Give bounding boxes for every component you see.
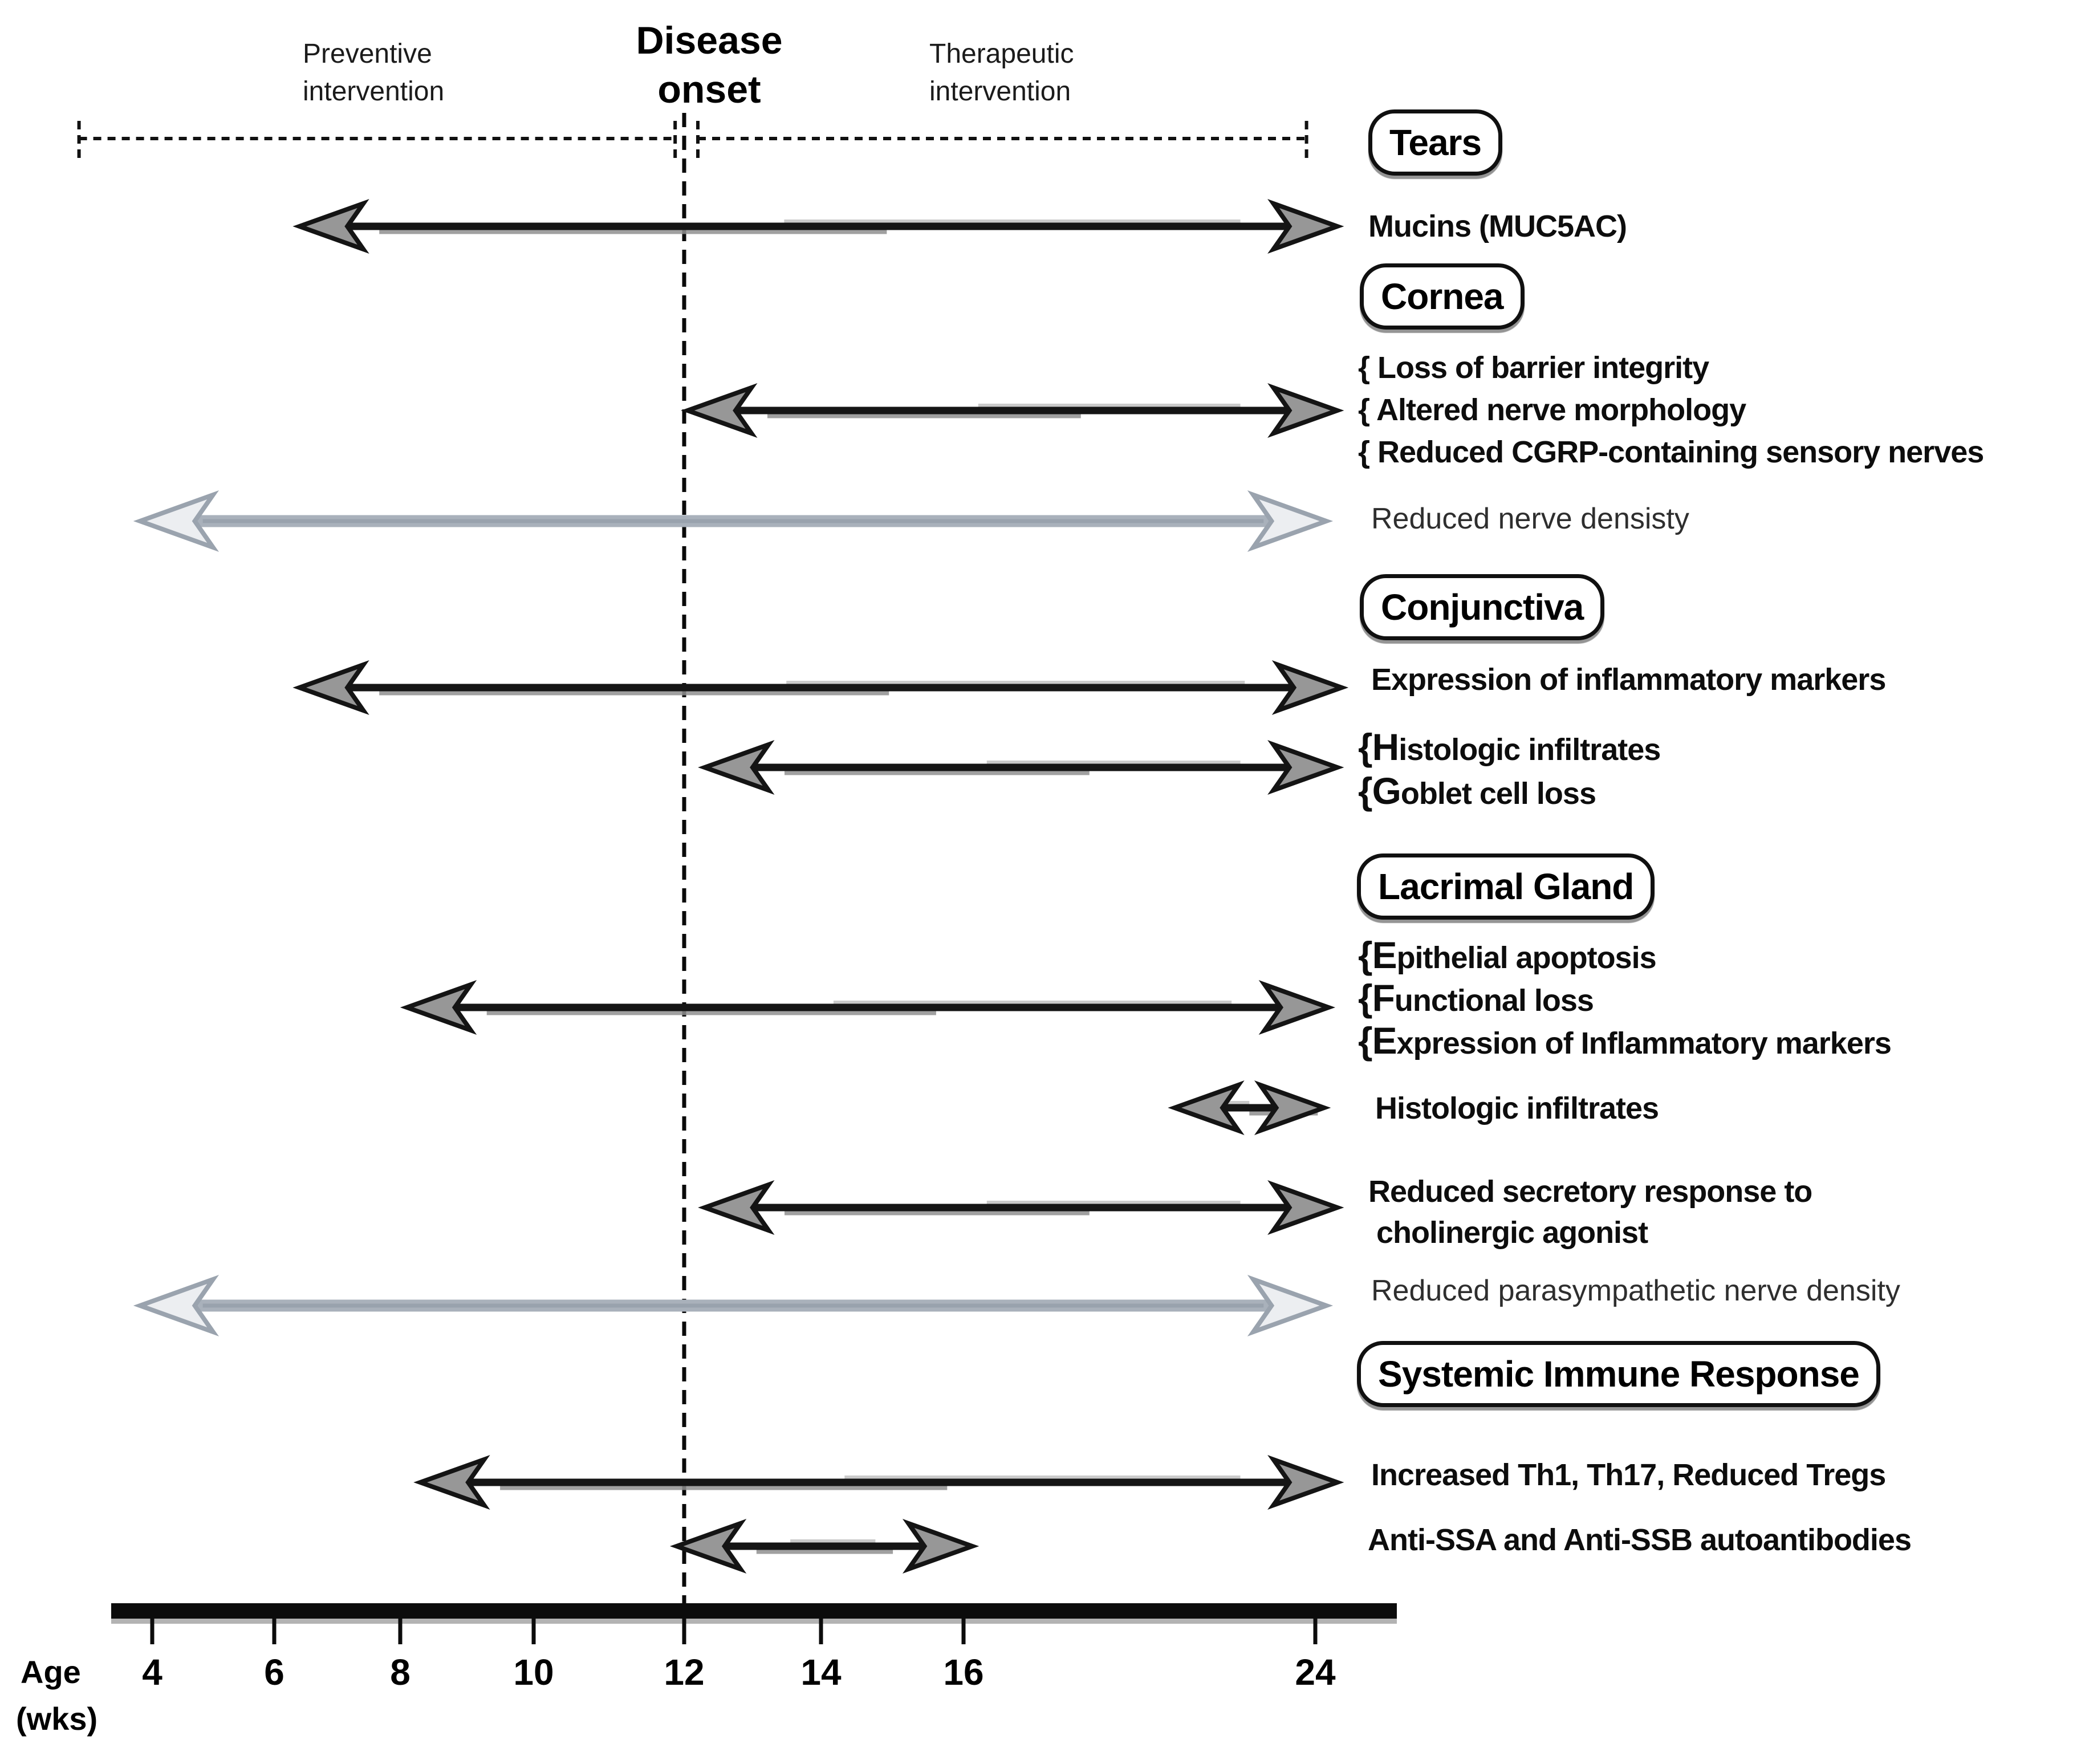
row-label-line: {Histologic infiltrates [1358,726,1661,768]
arrow-anti-ssa-and-anti-ssb-autoantibodies-head-left [669,1519,747,1574]
row-label-line: Reduced secretory response to [1368,1174,1812,1209]
arrow-histologic-infiltrates-head-right [1267,740,1344,795]
row-label-line: Expression of inflammatory markers [1371,662,1886,697]
tick-label-16: 16 [943,1652,984,1693]
row-label-line: cholinergic agonist [1368,1216,1648,1250]
row-label-histologic-infiltrates: {Histologic infiltrates {Goblet cell loss [1358,726,1661,814]
row-label-line: { Loss of barrier integrity [1358,351,1709,385]
arrow-epithelial-apoptosis-head-left [400,980,477,1035]
row-label-expression-of-inflammatory-markers: Expression of inflammatory markers [1371,662,1886,697]
arrow-reduced-secretory-response-to-head-left [698,1180,775,1235]
row-label-epithelial-apoptosis: {Epithelial apoptosis {Functional loss {Ex… [1358,934,1892,1063]
therapeutic-intervention-label: Therapeutic intervention [929,35,1074,111]
section-box-systemic-immune-response: Systemic Immune Response [1357,1341,1880,1407]
row-label-reduced-nerve-densisty: Reduced nerve densisty [1371,502,1689,536]
row-label-increased-th1-th17-reduced-tregs: Increased Th1, Th17, Reduced Tregs [1371,1458,1886,1492]
row-label-line: {Functional loss [1358,977,1594,1019]
disease-onset-label: Disease onset [555,16,863,114]
row-label-line: {Expression of Inflammatory markers [1358,1019,1892,1062]
row-label-line: {Epithelial apoptosis [1358,934,1657,976]
row-label-reduced-secretory-response-to: Reduced secretory response to cholinergi… [1368,1171,1812,1253]
arrow-histologic-infiltrates-head-right [1254,1080,1331,1135]
arrow-histologic-infiltrates-head-left [698,740,775,795]
preventive-line-2: intervention [303,76,445,107]
tick-label-24: 24 [1295,1652,1336,1693]
row-label-mucins-muc5ac: Mucins (MUC5AC) [1368,209,1627,243]
row-label-histologic-infiltrates: Histologic infiltrates [1375,1091,1659,1125]
row-label-line: {Goblet cell loss [1358,770,1596,812]
row-label-loss-of-barrier-integrity: { Loss of barrier integrity { Altered ner… [1358,347,1984,473]
row-label-line: { Reduced CGRP-containing sensory nerves [1358,435,1984,469]
section-box-lacrimal-gland: Lacrimal Gland [1357,853,1655,920]
section-box-cornea: Cornea [1360,263,1525,330]
tick-label-4: 4 [142,1652,162,1693]
row-label-reduced-parasympathetic-nerve-density: Reduced parasympathetic nerve density [1371,1274,1900,1308]
arrow-expression-of-inflammatory-markers-head-left [292,660,369,715]
tick-label-8: 8 [390,1652,411,1693]
therapeutic-line-2: intervention [929,76,1071,107]
arrow-loss-of-barrier-integrity-head-left [681,383,758,438]
arrow-epithelial-apoptosis-head-right [1258,980,1336,1035]
arrow-mucins-muc5ac-head-left [292,199,369,254]
arrow-increased-th1-th17-reduced-tregs-head-right [1267,1455,1344,1510]
therapeutic-line-1: Therapeutic [929,39,1074,69]
arrow-anti-ssa-and-anti-ssb-autoantibodies-head-right [902,1519,979,1574]
preventive-line-1: Preventive [303,39,432,69]
arrow-increased-th1-th17-reduced-tregs-head-left [413,1455,490,1510]
x-axis-line [111,1603,1397,1619]
arrow-mucins-muc5ac-head-right [1267,199,1344,254]
row-label-line: Histologic infiltrates [1375,1091,1659,1125]
axis-name-line-2: (wks) [16,1701,98,1737]
disease-onset-line-1: Disease [636,19,783,62]
tick-label-6: 6 [264,1652,284,1693]
row-label-line: Reduced nerve densisty [1371,502,1689,535]
arrow-reduced-nerve-densisty-head-left [133,490,220,552]
row-label-anti-ssa-and-anti-ssb-autoantibodies: Anti-SSA and Anti-SSB autoantibodies [1368,1523,1912,1557]
arrow-reduced-secretory-response-to-head-right [1267,1180,1344,1235]
arrow-histologic-infiltrates-head-left [1168,1080,1245,1135]
arrow-reduced-parasympathetic-nerve-density-head-right [1247,1274,1334,1337]
section-box-tears: Tears [1368,109,1503,176]
arrow-expression-of-inflammatory-markers-head-right [1271,660,1349,715]
axis-name-line-1: Age [21,1654,81,1690]
disease-onset-line-2: onset [657,68,761,111]
arrow-reduced-parasympathetic-nerve-density-head-left [133,1274,220,1337]
section-box-conjunctiva: Conjunctiva [1360,574,1605,640]
row-label-line: Increased Th1, Th17, Reduced Tregs [1371,1458,1886,1492]
row-label-line: Mucins (MUC5AC) [1368,209,1627,243]
tick-label-12: 12 [664,1652,705,1693]
tick-label-10: 10 [513,1652,554,1693]
row-label-line: Anti-SSA and Anti-SSB autoantibodies [1368,1523,1912,1557]
row-label-line: { Altered nerve morphology [1358,393,1746,427]
arrow-reduced-nerve-densisty-head-right [1247,490,1334,552]
tick-label-14: 14 [800,1652,842,1693]
x-axis-shadow [111,1619,1397,1624]
preventive-intervention-label: Preventive intervention [303,35,444,111]
arrow-loss-of-barrier-integrity-head-right [1267,383,1344,438]
row-label-line: Reduced parasympathetic nerve density [1371,1274,1900,1307]
